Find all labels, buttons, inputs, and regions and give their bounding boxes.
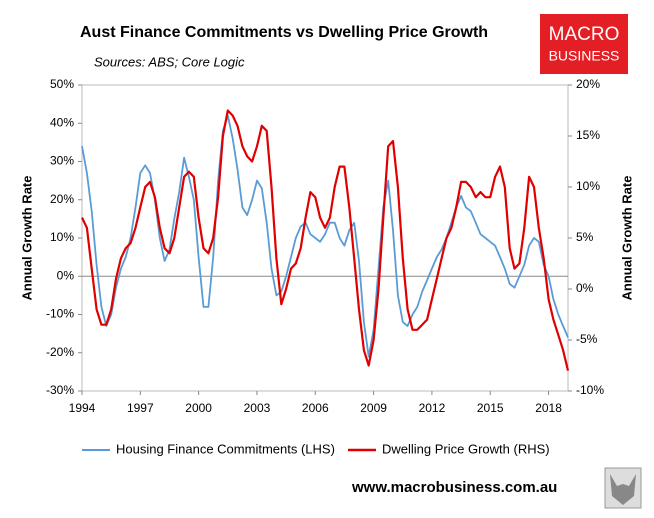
y2-tick-label: 15% [576, 128, 600, 142]
y-tick-label: -30% [46, 383, 74, 397]
logo-text: MACRO [549, 24, 620, 45]
y-tick-label: 20% [50, 192, 74, 206]
x-tick-label: 2003 [244, 401, 271, 415]
series-line [81, 114, 569, 358]
y-tick-label: -10% [46, 307, 74, 321]
x-tick-label: 2006 [302, 401, 329, 415]
legend-label: Dwelling Price Growth (RHS) [382, 441, 550, 456]
y-tick-label: 50% [50, 77, 74, 91]
y2-tick-label: 10% [576, 179, 600, 193]
x-tick-label: 2009 [360, 401, 387, 415]
x-tick-label: 2000 [185, 401, 212, 415]
x-tick-label: 1994 [69, 401, 96, 415]
x-tick-label: 2015 [477, 401, 504, 415]
y2-axis-label: Annual Growth Rate [619, 176, 634, 301]
y-tick-label: 0% [57, 268, 75, 282]
y2-tick-label: 5% [576, 230, 594, 244]
url: www.macrobusiness.com.au [351, 479, 557, 496]
y-tick-label: -20% [46, 345, 74, 359]
x-tick-label: 2012 [419, 401, 446, 415]
series-line [81, 109, 570, 371]
logo-box [540, 14, 628, 74]
subtitle: Sources: ABS; Core Logic [94, 54, 245, 69]
y-tick-label: 30% [50, 154, 74, 168]
y2-tick-label: 20% [576, 77, 600, 91]
y2-tick-label: -10% [576, 383, 604, 397]
chart-title: Aust Finance Commitments vs Dwelling Pri… [80, 24, 488, 41]
wolf-icon [604, 467, 642, 509]
logo-text: BUSINESS [549, 48, 620, 64]
y-tick-label: 10% [50, 230, 74, 244]
y-axis-label: Annual Growth Rate [19, 176, 34, 301]
y2-tick-label: 0% [576, 281, 594, 295]
y-tick-label: 40% [50, 115, 74, 129]
legend-label: Housing Finance Commitments (LHS) [116, 441, 335, 456]
x-tick-label: 1997 [127, 401, 154, 415]
x-tick-label: 2018 [535, 401, 562, 415]
y2-tick-label: -5% [576, 332, 598, 346]
